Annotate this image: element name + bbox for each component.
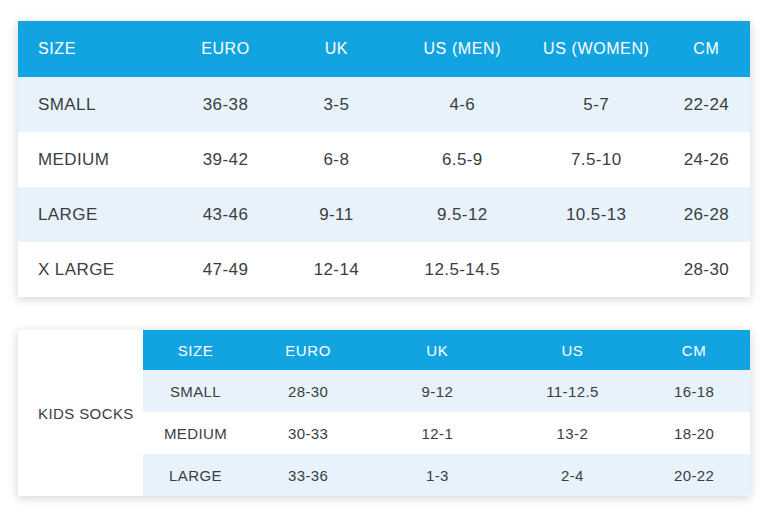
kids-size-chart-table: KIDS SOCKS SIZE EURO UK US CM SMALL 28-3… — [18, 330, 750, 496]
row-label: LARGE — [18, 187, 173, 242]
column-header-uk: UK — [278, 21, 395, 77]
table-cell: 11-12.5 — [507, 370, 639, 412]
table-row-medium: MEDIUM 30-33 12-1 13-2 18-20 — [143, 412, 750, 454]
table-cell: 12-14 — [278, 242, 395, 297]
table-cell: 9-11 — [278, 187, 395, 242]
table-row-large: LARGE 43-46 9-11 9.5-12 10.5-13 26-28 — [18, 187, 750, 242]
column-header-us-men: US (MEN) — [395, 21, 530, 77]
column-header-us: US — [507, 330, 639, 370]
table-cell: 28-30 — [663, 242, 750, 297]
table-cell: 47-49 — [173, 242, 278, 297]
table-row-small: SMALL 28-30 9-12 11-12.5 16-18 — [143, 370, 750, 412]
table-cell: 16-18 — [638, 370, 750, 412]
table-cell-empty — [530, 242, 663, 297]
table-cell: 39-42 — [173, 132, 278, 187]
kids-table-grid: SIZE EURO UK US CM SMALL 28-30 9-12 11-1… — [143, 330, 750, 496]
adult-size-chart-table: SIZE EURO UK US (MEN) US (WOMEN) CM SMAL… — [18, 21, 750, 297]
row-label: SMALL — [18, 77, 173, 132]
table-cell: 3-5 — [278, 77, 395, 132]
table-cell: 4-6 — [395, 77, 530, 132]
column-header-uk: UK — [368, 330, 506, 370]
table-cell: 20-22 — [638, 454, 750, 496]
adult-table-header-row: SIZE EURO UK US (MEN) US (WOMEN) CM — [18, 21, 750, 77]
row-label: MEDIUM — [143, 412, 248, 454]
row-label: LARGE — [143, 454, 248, 496]
table-cell: 9-12 — [368, 370, 506, 412]
table-cell: 1-3 — [368, 454, 506, 496]
table-cell: 26-28 — [663, 187, 750, 242]
table-cell: 28-30 — [248, 370, 368, 412]
table-cell: 24-26 — [663, 132, 750, 187]
table-cell: 13-2 — [507, 412, 639, 454]
column-header-size: SIZE — [18, 21, 173, 77]
row-label: MEDIUM — [18, 132, 173, 187]
column-header-euro: EURO — [248, 330, 368, 370]
kids-socks-label: KIDS SOCKS — [18, 330, 143, 496]
column-header-euro: EURO — [173, 21, 278, 77]
column-header-cm: CM — [663, 21, 750, 77]
column-header-size: SIZE — [143, 330, 248, 370]
table-cell: 22-24 — [663, 77, 750, 132]
table-cell: 12-1 — [368, 412, 506, 454]
table-cell: 18-20 — [638, 412, 750, 454]
table-cell: 33-36 — [248, 454, 368, 496]
table-row-large: LARGE 33-36 1-3 2-4 20-22 — [143, 454, 750, 496]
table-cell: 12.5-14.5 — [395, 242, 530, 297]
table-cell: 6.5-9 — [395, 132, 530, 187]
table-cell: 36-38 — [173, 77, 278, 132]
table-cell: 2-4 — [507, 454, 639, 496]
table-row-small: SMALL 36-38 3-5 4-6 5-7 22-24 — [18, 77, 750, 132]
table-cell: 9.5-12 — [395, 187, 530, 242]
table-cell: 30-33 — [248, 412, 368, 454]
kids-table-header-row: SIZE EURO UK US CM — [143, 330, 750, 370]
table-cell: 6-8 — [278, 132, 395, 187]
table-cell: 43-46 — [173, 187, 278, 242]
column-header-cm: CM — [638, 330, 750, 370]
row-label: SMALL — [143, 370, 248, 412]
table-row-x-large: X LARGE 47-49 12-14 12.5-14.5 28-30 — [18, 242, 750, 297]
row-label: X LARGE — [18, 242, 173, 297]
table-cell: 7.5-10 — [530, 132, 663, 187]
table-row-medium: MEDIUM 39-42 6-8 6.5-9 7.5-10 24-26 — [18, 132, 750, 187]
table-cell: 5-7 — [530, 77, 663, 132]
column-header-us-women: US (WOMEN) — [530, 21, 663, 77]
table-cell: 10.5-13 — [530, 187, 663, 242]
